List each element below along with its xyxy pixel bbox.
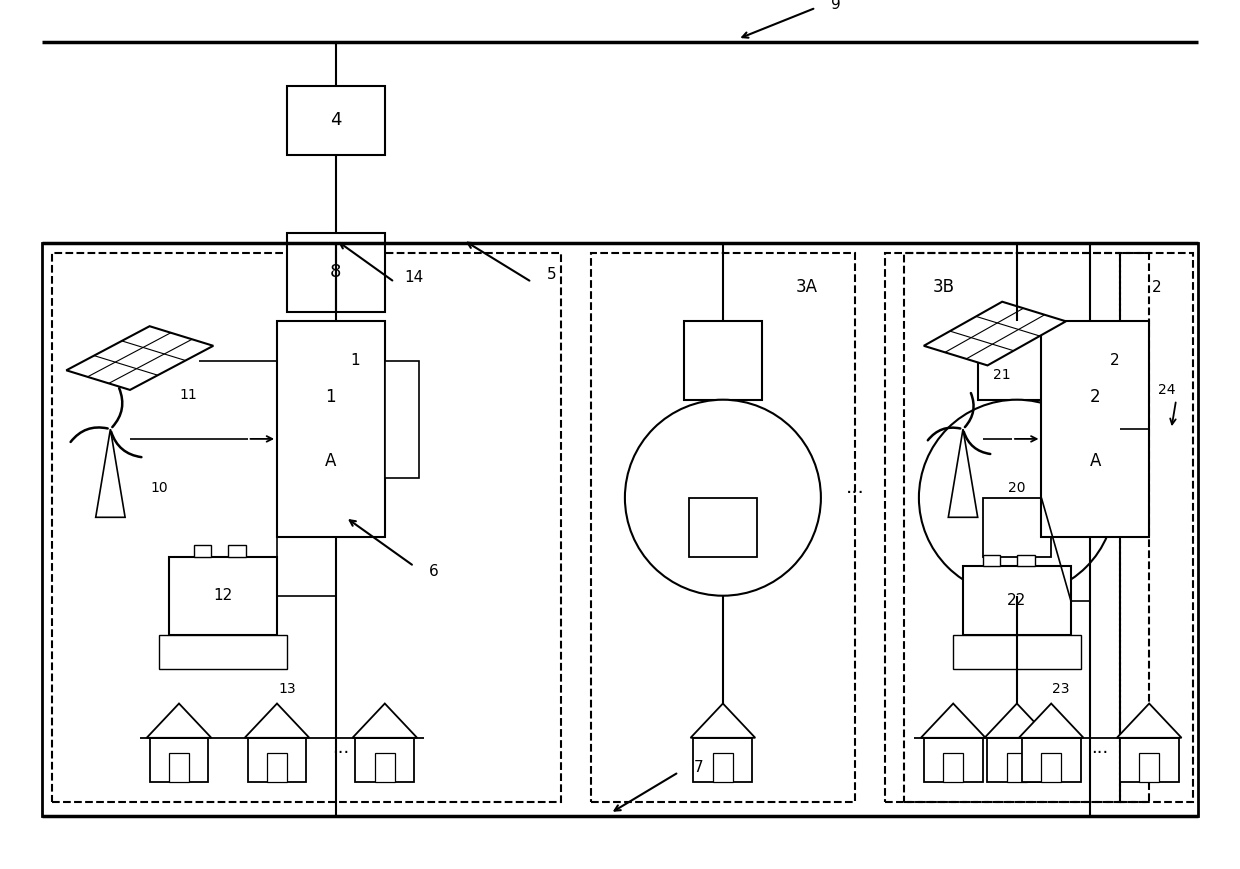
Polygon shape [1019,704,1084,738]
Text: 13: 13 [278,682,295,696]
Text: ...: ... [1091,739,1109,757]
Text: 6: 6 [429,564,439,579]
Text: 8: 8 [330,263,341,282]
Text: A: A [1090,453,1101,470]
Bar [713,753,733,782]
Bar [1042,322,1149,537]
Bar [228,545,246,556]
Text: 23: 23 [1053,682,1070,696]
Text: 1: 1 [326,388,336,406]
Text: 14: 14 [404,269,424,285]
Bar [52,253,562,801]
Text: ...: ... [846,479,864,497]
Bar [1007,753,1027,782]
Bar [248,738,306,782]
Bar [1022,738,1080,782]
Text: ...: ... [332,739,350,757]
Bar [954,635,1080,669]
Bar [683,322,763,400]
Bar [590,253,856,801]
Text: 4: 4 [330,111,341,129]
Bar [987,738,1047,782]
Bar [267,753,286,782]
Text: 22: 22 [1007,594,1027,608]
Text: 20: 20 [1008,481,1025,495]
Polygon shape [1117,704,1182,738]
Bar [384,361,419,478]
Polygon shape [244,704,309,738]
Text: 21: 21 [993,368,1011,382]
Text: 2: 2 [1090,388,1101,406]
Text: 2: 2 [1110,353,1120,368]
Circle shape [625,400,821,596]
Bar [150,738,208,782]
Bar [924,738,982,782]
Bar [904,253,1120,801]
Bar [977,322,1056,400]
Text: 12: 12 [213,588,233,603]
Bar [42,243,1198,816]
Bar [963,567,1071,635]
Bar [693,738,753,782]
Bar [982,554,1001,567]
Bar [1120,738,1178,782]
Bar [884,253,1149,801]
Bar [1120,253,1193,801]
Polygon shape [921,704,986,738]
Text: 3A: 3A [795,278,817,296]
Polygon shape [691,704,755,738]
Text: 2: 2 [1152,280,1162,295]
Bar [374,753,394,782]
Text: 5: 5 [547,267,557,282]
Bar [1017,554,1034,567]
Bar [286,86,384,155]
Bar [286,233,384,311]
Text: A: A [325,453,336,470]
Text: 10: 10 [150,481,169,495]
Polygon shape [949,429,977,517]
Bar [169,753,188,782]
Polygon shape [924,302,1066,365]
Bar [1140,753,1159,782]
Text: 24: 24 [1158,383,1176,397]
Text: 9: 9 [831,0,841,12]
Bar [160,635,286,669]
Polygon shape [95,429,125,517]
Polygon shape [146,704,211,738]
Bar [688,498,758,556]
Bar [169,556,277,635]
Text: 3B: 3B [932,278,955,296]
Bar [1042,753,1061,782]
Bar [356,738,414,782]
Bar [277,322,384,537]
Bar [193,545,211,556]
Bar [982,498,1052,556]
Polygon shape [352,704,417,738]
Polygon shape [985,704,1049,738]
Polygon shape [66,326,213,390]
Text: 7: 7 [693,760,703,774]
Bar [944,753,963,782]
Text: 1: 1 [351,353,360,368]
Text: 11: 11 [180,388,197,401]
Circle shape [919,400,1115,596]
